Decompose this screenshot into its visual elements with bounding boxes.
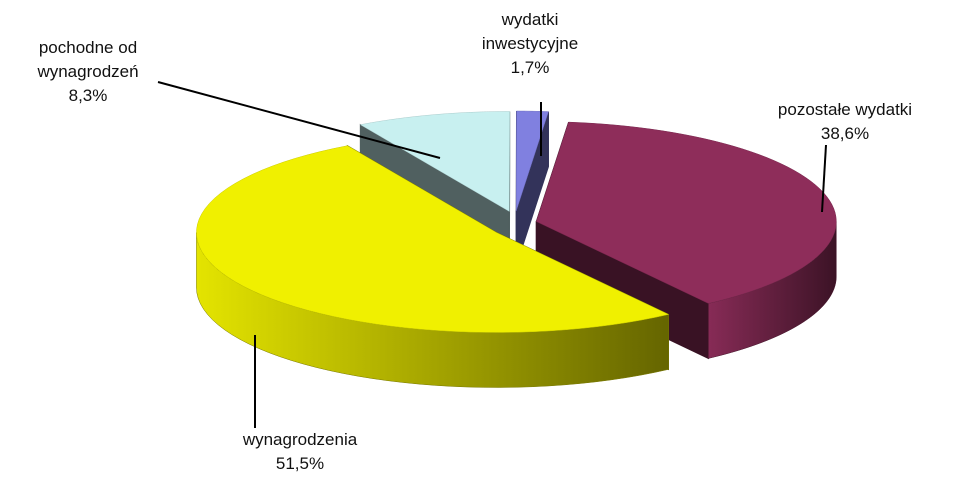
value-label: 8,3% (68, 86, 108, 105)
category-label: wynagrodzenia (242, 430, 358, 449)
category-label: pozostałe wydatki (777, 100, 913, 119)
category-label: pochodne od wynagrodzeń (37, 38, 139, 81)
category-label: wydatki inwestycyjne (481, 10, 579, 53)
value-label: 51,5% (275, 454, 325, 473)
slice-label: wydatki inwestycyjne 1,7% (465, 8, 595, 80)
slice-label: pozostałe wydatki 38,6% (778, 98, 912, 146)
slice-label: pochodne od wynagrodzeń 8,3% (13, 36, 163, 108)
pie-slice (536, 121, 837, 304)
leader-line (821, 144, 827, 213)
pie-slice (196, 145, 670, 333)
slice-label: wynagrodzenia 51,5% (243, 428, 357, 476)
leader-line (157, 81, 441, 159)
pie-slice (359, 111, 510, 212)
value-label: 38,6% (820, 124, 870, 143)
value-label: 1,7% (510, 58, 550, 77)
